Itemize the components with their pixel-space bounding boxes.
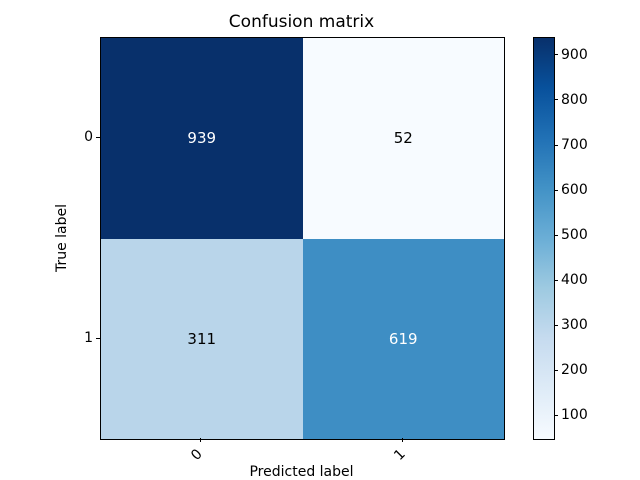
cell-value-true0-pred1: 52 (393, 129, 413, 148)
y-tick-label-1: 1 (84, 330, 93, 346)
x-axis-label: Predicted label (249, 464, 354, 480)
colorbar-tick-mark-200 (554, 370, 558, 371)
x-tick-mark-1 (402, 438, 403, 442)
colorbar-tick-mark-300 (554, 325, 558, 326)
y-tick-mark-1 (96, 338, 100, 339)
colorbar-tick-mark-400 (554, 280, 558, 281)
colorbar-tick-mark-900 (554, 54, 558, 55)
colorbar-tick-mark-100 (554, 415, 558, 416)
colorbar-tick-label-900: 900 (561, 47, 588, 63)
y-tick-label-0: 0 (84, 129, 93, 145)
colorbar-tick-label-500: 500 (561, 227, 588, 243)
colorbar-tick-mark-700 (554, 145, 558, 146)
cell-value-true1-pred0: 311 (187, 329, 217, 348)
cell-value-true1-pred1: 619 (388, 329, 418, 348)
colorbar-tick-label-800: 800 (561, 92, 588, 108)
heatmap-cell-true0-pred1: 52 (302, 38, 504, 239)
colorbar-tick-mark-600 (554, 190, 558, 191)
chart-title: Confusion matrix (228, 12, 375, 32)
colorbar-tick-label-400: 400 (561, 272, 588, 288)
y-axis-label: True label (54, 203, 70, 273)
colorbar-tick-label-200: 200 (561, 362, 588, 378)
cell-value-true0-pred0: 939 (187, 129, 217, 148)
colorbar-tick-label-300: 300 (561, 317, 588, 333)
colorbar-tick-label-600: 600 (561, 182, 588, 198)
colorbar (533, 37, 555, 440)
heatmap-cell-true0-pred0: 939 (101, 38, 303, 239)
colorbar-tick-mark-500 (554, 235, 558, 236)
heatmap-cell-true1-pred1: 619 (302, 238, 504, 439)
y-tick-mark-0 (96, 137, 100, 138)
heatmap-plot-area: 939 52 311 619 (100, 37, 505, 440)
heatmap-cell-true1-pred0: 311 (101, 238, 303, 439)
colorbar-tick-mark-800 (554, 99, 558, 100)
x-tick-mark-0 (200, 438, 201, 442)
colorbar-tick-label-100: 100 (561, 407, 588, 423)
colorbar-tick-label-700: 700 (561, 137, 588, 153)
